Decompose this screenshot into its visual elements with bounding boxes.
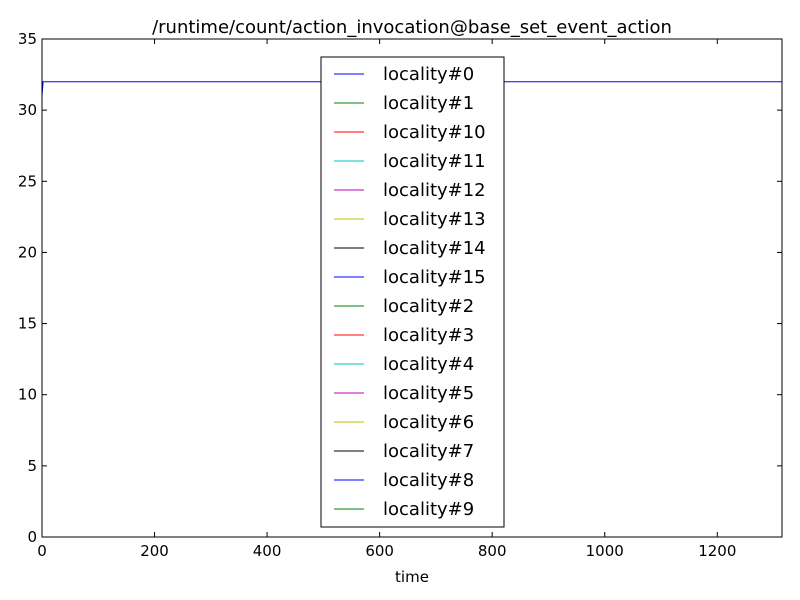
x-axis-label: time bbox=[395, 568, 429, 586]
legend-label-5: locality#13 bbox=[383, 209, 486, 230]
legend-label-3: locality#11 bbox=[383, 151, 486, 172]
legend-label-7: locality#15 bbox=[383, 267, 486, 288]
x-tick-label-0: 0 bbox=[37, 542, 47, 560]
x-tick-label-5: 1000 bbox=[586, 542, 624, 560]
y-tick-label-4: 20 bbox=[18, 243, 37, 261]
x-tick-label-1: 200 bbox=[140, 542, 169, 560]
legend-label-11: locality#5 bbox=[383, 383, 474, 404]
x-tick-label-3: 600 bbox=[365, 542, 394, 560]
legend-box bbox=[320, 56, 505, 528]
y-tick-label-3: 15 bbox=[18, 315, 37, 333]
tick-layer: 0 200 400 600 800 1000 1200 0 5 10 15 20 25 30 35 bbox=[18, 30, 782, 560]
x-tick-label-4: 800 bbox=[478, 542, 507, 560]
legend-label-15: locality#9 bbox=[383, 499, 474, 520]
legend-label-10: locality#4 bbox=[383, 354, 474, 375]
y-tick-label-0: 0 bbox=[27, 528, 37, 546]
chart-title: /runtime/count/action_invocation@base_se… bbox=[152, 17, 672, 38]
y-tick-label-6: 30 bbox=[18, 101, 37, 119]
plot-frame bbox=[41, 38, 783, 538]
y-tick-label-2: 10 bbox=[18, 386, 37, 404]
legend-label-0: locality#0 bbox=[383, 64, 474, 85]
legend-label-14: locality#8 bbox=[383, 470, 474, 491]
y-tick-label-7: 35 bbox=[18, 30, 37, 48]
legend-label-6: locality#14 bbox=[383, 238, 486, 259]
y-tick-label-1: 5 bbox=[27, 457, 37, 475]
legend-label-4: locality#12 bbox=[383, 180, 486, 201]
legend-label-13: locality#7 bbox=[383, 441, 474, 462]
y-tick-label-5: 25 bbox=[18, 172, 37, 190]
legend-label-12: locality#6 bbox=[383, 412, 474, 433]
legend: locality#0 locality#1 locality#10 locality#… bbox=[320, 56, 505, 528]
legend-label-2: locality#10 bbox=[383, 122, 486, 143]
legend-label-1: locality#1 bbox=[383, 93, 474, 114]
legend-entries: locality#0 locality#1 locality#10 locality#… bbox=[334, 64, 486, 520]
x-tick-label-2: 400 bbox=[253, 542, 282, 560]
legend-label-8: locality#2 bbox=[383, 296, 474, 317]
legend-label-9: locality#3 bbox=[383, 325, 474, 346]
x-tick-label-6: 1200 bbox=[698, 542, 736, 560]
